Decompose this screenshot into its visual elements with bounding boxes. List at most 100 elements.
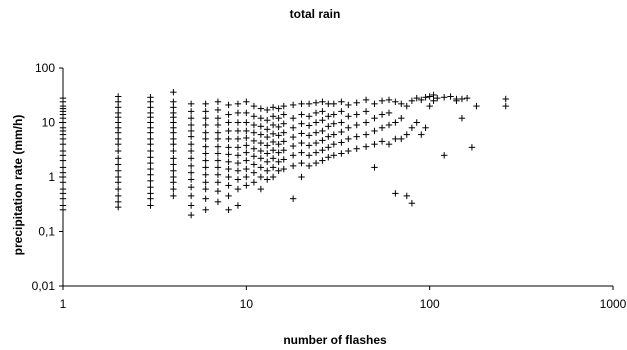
data-point bbox=[250, 153, 258, 160]
data-point bbox=[353, 133, 360, 140]
data-point bbox=[269, 138, 277, 146]
data-point bbox=[170, 98, 177, 105]
data-points bbox=[59, 88, 509, 219]
data-point bbox=[59, 94, 67, 102]
data-point bbox=[325, 113, 332, 120]
data-point bbox=[243, 109, 250, 117]
data-point bbox=[114, 109, 122, 117]
data-point bbox=[187, 155, 195, 162]
data-point bbox=[147, 190, 154, 197]
data-point bbox=[257, 131, 265, 138]
tick-labels: 0,01 0,1 1 10 100 1 10 100 1000 bbox=[32, 61, 627, 311]
data-point bbox=[243, 119, 250, 126]
data-point bbox=[371, 100, 378, 108]
data-point bbox=[418, 131, 425, 138]
data-point bbox=[280, 165, 287, 173]
data-point bbox=[408, 124, 416, 131]
data-point bbox=[234, 185, 242, 193]
data-point bbox=[214, 187, 222, 195]
data-point bbox=[440, 94, 448, 101]
data-point bbox=[250, 102, 258, 110]
data-point bbox=[214, 198, 222, 206]
data-point bbox=[214, 164, 222, 171]
data-point bbox=[385, 96, 393, 104]
data-point bbox=[187, 202, 195, 209]
data-point bbox=[298, 159, 305, 167]
data-point bbox=[408, 97, 416, 105]
data-point bbox=[187, 114, 195, 122]
data-point bbox=[298, 139, 305, 147]
data-point bbox=[319, 127, 326, 135]
data-point bbox=[502, 95, 509, 103]
data-point bbox=[378, 111, 386, 118]
data-point bbox=[147, 177, 154, 185]
data-point bbox=[325, 100, 332, 108]
data-point bbox=[170, 167, 177, 174]
data-point bbox=[114, 135, 122, 143]
data-point bbox=[289, 101, 297, 109]
data-point bbox=[59, 147, 67, 155]
x-tick-label: 1 bbox=[60, 297, 67, 311]
data-point bbox=[234, 159, 242, 167]
data-point bbox=[225, 135, 232, 143]
data-point bbox=[187, 108, 195, 115]
y-tick-label: 10 bbox=[42, 116, 56, 130]
data-point bbox=[269, 164, 277, 171]
data-point bbox=[289, 142, 297, 150]
data-point bbox=[392, 98, 399, 105]
data-point bbox=[275, 105, 282, 112]
data-point bbox=[392, 119, 399, 126]
data-point bbox=[319, 137, 326, 144]
data-point bbox=[275, 149, 282, 156]
data-point bbox=[434, 94, 441, 102]
data-point bbox=[325, 133, 332, 140]
data-point bbox=[234, 100, 242, 108]
data-point bbox=[202, 143, 209, 150]
data-point bbox=[243, 142, 250, 149]
data-point bbox=[325, 154, 332, 161]
data-point bbox=[398, 114, 405, 122]
data-point bbox=[319, 147, 326, 154]
data-point bbox=[170, 192, 177, 200]
data-point bbox=[257, 164, 265, 171]
data-point bbox=[305, 100, 313, 108]
data-point bbox=[187, 100, 195, 108]
data-point bbox=[403, 192, 410, 200]
data-point bbox=[312, 149, 320, 156]
data-point bbox=[114, 192, 122, 200]
data-point bbox=[280, 120, 287, 127]
data-point bbox=[170, 185, 177, 193]
data-point bbox=[170, 155, 177, 162]
data-point bbox=[243, 98, 250, 105]
data-point bbox=[353, 121, 360, 129]
data-point bbox=[353, 111, 360, 118]
data-point bbox=[305, 152, 313, 159]
data-point bbox=[187, 211, 195, 219]
data-point bbox=[170, 135, 177, 143]
data-point bbox=[257, 155, 265, 162]
data-point bbox=[378, 138, 386, 145]
data-point bbox=[298, 173, 305, 181]
data-point bbox=[385, 140, 393, 148]
data-point bbox=[187, 176, 195, 183]
data-point bbox=[234, 144, 242, 151]
axes bbox=[59, 67, 614, 290]
data-point bbox=[280, 111, 287, 118]
data-point bbox=[269, 104, 277, 111]
data-point bbox=[170, 88, 177, 96]
data-point bbox=[312, 139, 320, 147]
data-point bbox=[225, 144, 232, 151]
data-point bbox=[325, 123, 332, 130]
data-point bbox=[225, 158, 232, 166]
data-point bbox=[312, 159, 320, 167]
data-point bbox=[338, 128, 345, 136]
data-point bbox=[250, 145, 258, 152]
data-point bbox=[473, 102, 480, 110]
data-point bbox=[275, 158, 282, 166]
data-point bbox=[147, 159, 154, 167]
data-point bbox=[257, 139, 265, 147]
x-tick-label: 10 bbox=[240, 297, 254, 311]
data-point bbox=[114, 185, 122, 193]
data-point bbox=[418, 96, 425, 104]
data-point bbox=[305, 113, 313, 120]
